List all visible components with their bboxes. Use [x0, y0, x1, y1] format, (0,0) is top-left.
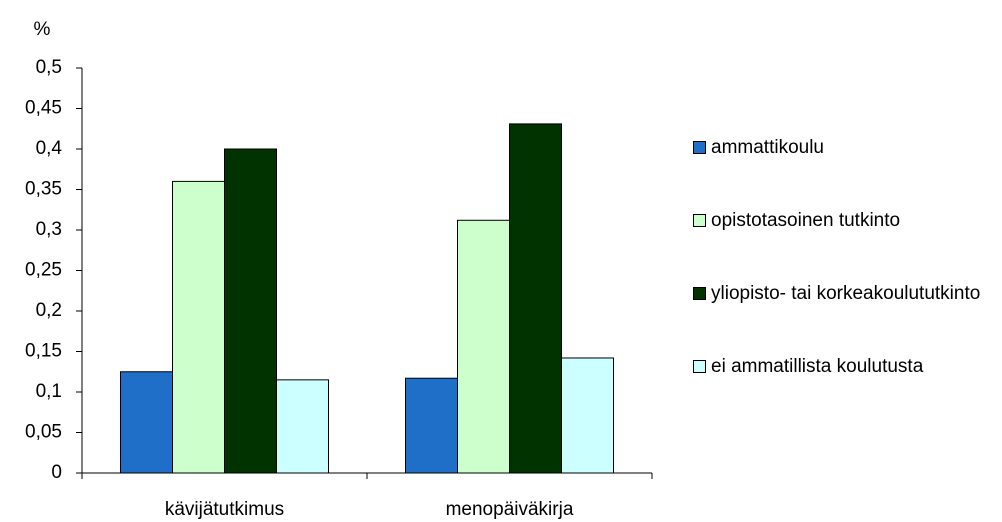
y-tick-label: 0,4: [36, 138, 63, 159]
bar: [509, 123, 562, 474]
y-axis-label: %: [34, 19, 51, 40]
y-tick-label: 0,15: [25, 341, 62, 362]
bar: [405, 377, 458, 474]
legend: ammattikoulu opistotasoinen tutkinto yliop…: [693, 132, 998, 382]
y-tick-label: 0,3: [36, 219, 62, 240]
y-tick-label: 0,5: [36, 57, 62, 78]
x-tick-label: kävijätutkimus: [165, 499, 284, 520]
x-tick-label: menopäiväkirja: [446, 499, 574, 520]
y-tick-label: 0: [51, 462, 62, 483]
y-tick-label: 0,05: [25, 422, 62, 443]
legend-swatch: [693, 360, 706, 373]
bar: [120, 371, 173, 474]
y-tick-label: 0,35: [25, 179, 62, 200]
legend-label: yliopisto- tai korkeakoulututkinto: [711, 283, 981, 304]
legend-swatch: [693, 214, 706, 227]
y-tick-label: 0,45: [25, 98, 62, 119]
bar: [172, 180, 225, 474]
bar: [276, 379, 329, 474]
legend-swatch: [693, 141, 706, 154]
legend-item: ei ammatillista koulutusta: [693, 351, 998, 382]
legend-label: opistotasoinen tutkinto: [711, 210, 901, 231]
y-tick-label: 0,2: [36, 300, 62, 321]
bar: [457, 219, 510, 474]
y-tick-label: 0,25: [25, 260, 62, 281]
legend-label: ei ammatillista koulutusta: [711, 356, 924, 377]
legend-swatch: [693, 287, 706, 300]
legend-item: yliopisto- tai korkeakoulututkinto: [693, 278, 998, 309]
legend-item: ammattikoulu: [693, 132, 998, 163]
bar: [561, 357, 614, 474]
legend-label: ammattikoulu: [711, 137, 824, 158]
bar: [224, 148, 277, 474]
legend-item: opistotasoinen tutkinto: [693, 205, 998, 236]
y-tick-label: 0,1: [36, 381, 62, 402]
